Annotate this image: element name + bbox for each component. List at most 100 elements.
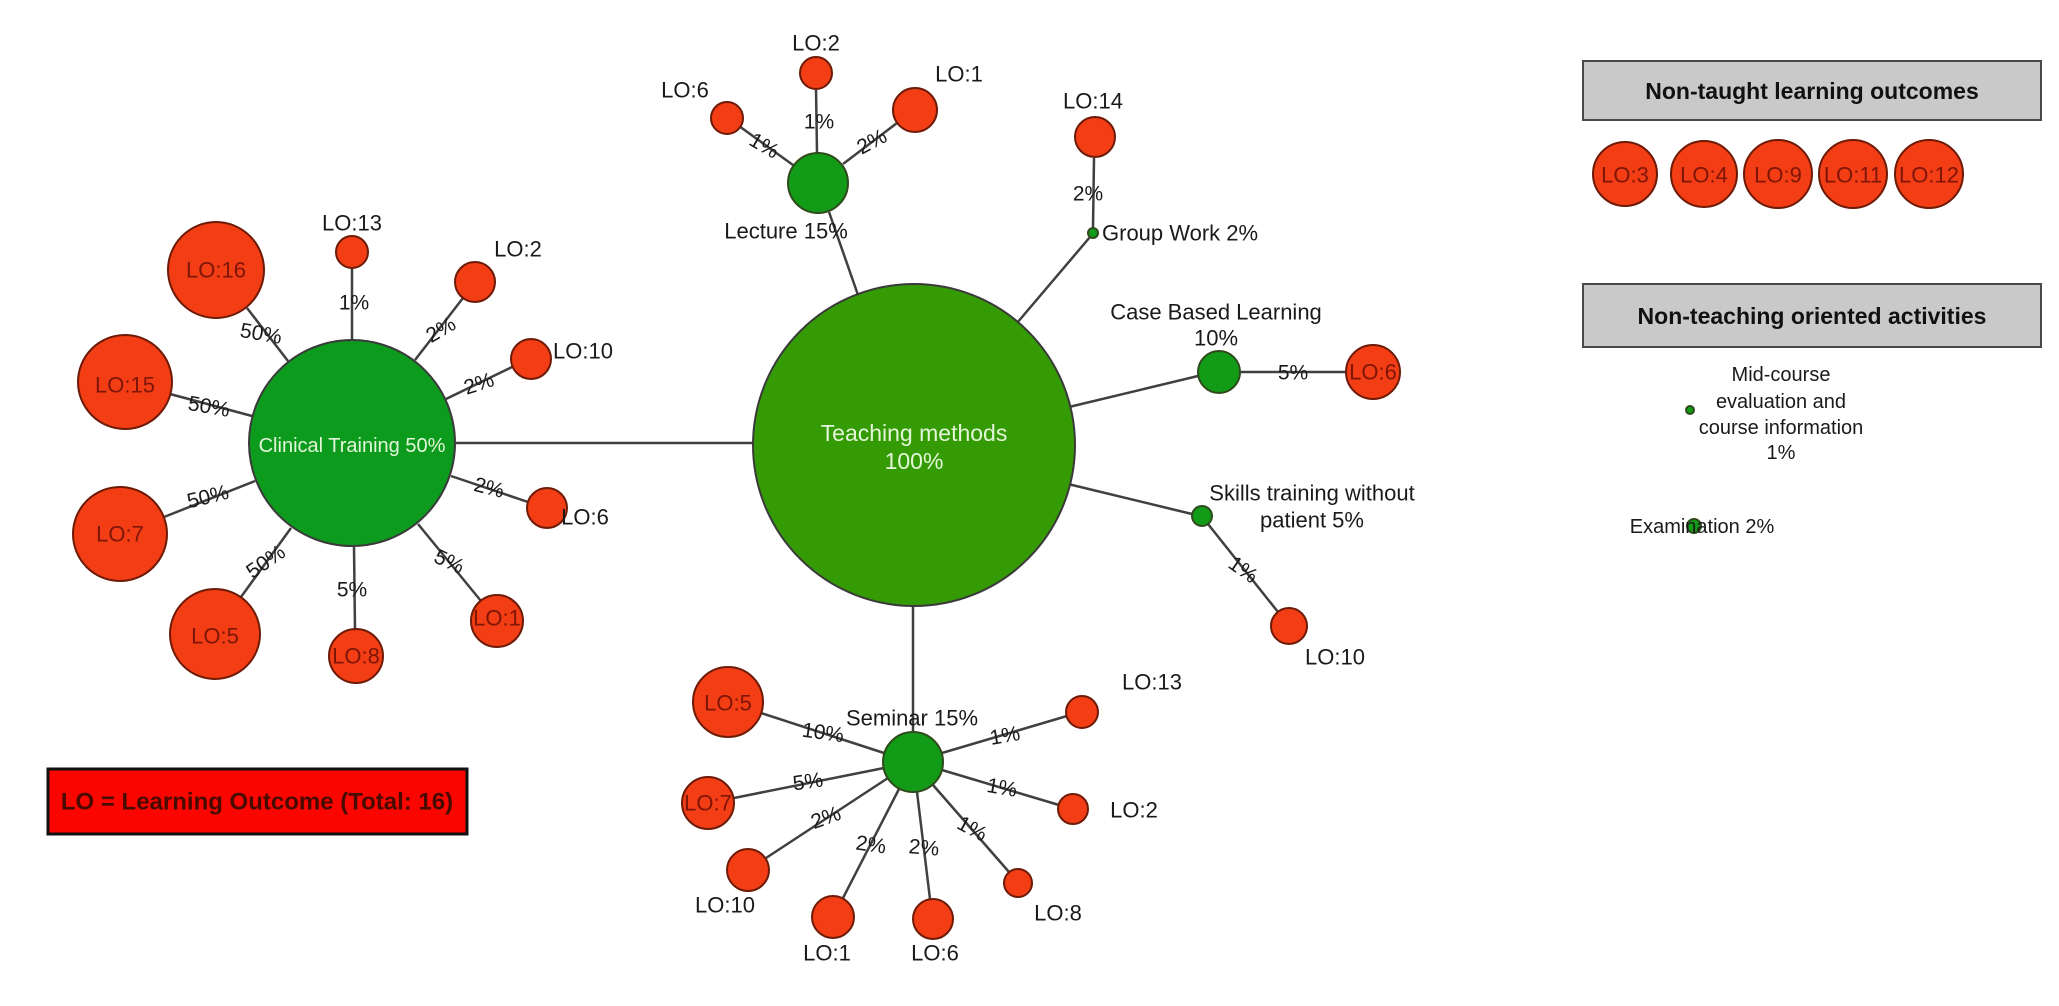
- seminar-lo6-node: [912, 898, 954, 940]
- edge-seminar-lo5: [760, 711, 885, 755]
- edge-seminar-lo7: [733, 766, 885, 800]
- edge-clinical-lo8: [352, 546, 357, 631]
- clinical-lo5-pct: 50%: [242, 541, 290, 584]
- examination-dot: [1686, 518, 1702, 534]
- clinical-training-label: Clinical Training 50%: [259, 435, 446, 457]
- clinical-lo7-label: LO:7: [96, 522, 144, 547]
- edges: [163, 87, 1346, 900]
- seminar-lo6-label: LO:6: [911, 941, 959, 966]
- clinical-lo15-node: [77, 334, 173, 430]
- green-nodes: [248, 152, 1241, 793]
- clinical-lo1-node: [470, 594, 524, 648]
- skills-lo10-label: LO:10: [1305, 645, 1365, 670]
- non-taught-panel: Non-taught learning outcomes LO:3 LO:4 L…: [1582, 60, 2042, 209]
- edge-teaching-groupwork: [1016, 236, 1091, 324]
- non-taught-lo9-node: [1743, 139, 1813, 209]
- cbl-lo6-pct: 5%: [1278, 362, 1308, 385]
- groupwork-lo14-label: LO:14: [1063, 89, 1123, 114]
- clinical-lo10-label: LO:10: [553, 339, 613, 364]
- clinical-lo10-node: [510, 338, 552, 380]
- skills-label-line2: patient 5%: [1260, 508, 1364, 533]
- teaching-methods-label-line1: Teaching methods: [821, 420, 1008, 446]
- midcourse-label-line4: 1%: [1767, 442, 1796, 464]
- non-taught-lo4-label: LO:4: [1680, 163, 1728, 188]
- clinical-lo1-pct: 5%: [430, 545, 467, 579]
- non-teaching-panel: Non-teaching oriented activities Mid-cou…: [1582, 283, 2042, 538]
- midcourse-label-line1: Mid-course: [1732, 364, 1831, 386]
- legend-label: LO = Learning Outcome (Total: 16): [61, 789, 453, 816]
- lo-nodes: [72, 56, 1401, 940]
- clinical-lo5-node: [169, 588, 261, 680]
- non-taught-header-box: [1582, 60, 2042, 121]
- cbl-lo6-label: LO:6: [1349, 360, 1397, 385]
- groupwork-lo14-pct: 2%: [1073, 183, 1103, 206]
- non-teaching-header-box: [1582, 283, 2042, 348]
- non-taught-lo4-node: [1670, 140, 1738, 208]
- clinical-lo6-pct: 2%: [471, 473, 506, 503]
- seminar-lo1-node: [811, 895, 855, 939]
- seminar-lo2-label: LO:2: [1110, 798, 1158, 823]
- lecture-lo6-label: LO:6: [661, 78, 709, 103]
- group-work-label: Group Work 2%: [1102, 221, 1258, 246]
- skills-lo10-node: [1270, 607, 1308, 645]
- seminar-lo1-label: LO:1: [803, 941, 851, 966]
- lecture-lo1-label: LO:1: [935, 62, 983, 87]
- seminar-lo10-pct: 2%: [808, 802, 844, 834]
- seminar-lo10-node: [726, 848, 770, 892]
- seminar-lo2-node: [1057, 793, 1089, 825]
- seminar-lo8-label: LO:8: [1034, 901, 1082, 926]
- lecture-node: [787, 152, 849, 214]
- skills-lo10-pct: 1%: [1224, 552, 1262, 588]
- seminar-node: [882, 731, 944, 793]
- edge-seminar-lo8: [932, 784, 1010, 873]
- seminar-lo5-label: LO:5: [704, 691, 752, 716]
- clinical-lo7-pct: 50%: [185, 481, 231, 513]
- clinical-lo10-pct: 2%: [461, 368, 497, 399]
- seminar-lo6-pct: 2%: [908, 835, 940, 861]
- skills-training-node: [1191, 505, 1213, 527]
- legend: LO = Learning Outcome (Total: 16): [46, 767, 469, 836]
- clinical-lo7-node: [72, 486, 168, 582]
- edge-seminar-lo2: [941, 768, 1060, 807]
- clinical-lo13-node: [335, 235, 369, 269]
- non-taught-lo11-label: LO:11: [1824, 163, 1882, 188]
- clinical-lo8-label: LO:8: [332, 644, 380, 669]
- lecture-lo1-node: [892, 87, 938, 133]
- edge-lecture-lo1: [842, 122, 898, 165]
- seminar-lo13-label: LO:13: [1122, 670, 1182, 695]
- cbl-label: Case Based Learning: [1110, 300, 1322, 325]
- clinical-lo15-label: LO:15: [95, 373, 155, 398]
- seminar-lo7-pct: 5%: [791, 768, 824, 795]
- clinical-lo16-label: LO:16: [186, 258, 246, 283]
- lecture-lo2-label: LO:2: [792, 31, 840, 56]
- skills-label-line1: Skills training without: [1209, 481, 1414, 506]
- edge-teaching-skills: [1067, 482, 1193, 516]
- clinical-training-node: [248, 339, 456, 547]
- edge-skills-lo10: [1207, 523, 1279, 613]
- edge-lecture-lo6: [738, 124, 794, 167]
- groupwork-lo14-node: [1074, 116, 1116, 158]
- seminar-lo8-pct: 1%: [953, 812, 991, 847]
- clinical-lo16-node: [167, 221, 265, 319]
- edge-seminar-lo1: [841, 788, 901, 899]
- edge-teaching-lecture: [827, 211, 860, 296]
- clinical-lo13-pct: 1%: [339, 292, 369, 315]
- edge-groupwork-lo14: [1091, 157, 1096, 229]
- midcourse-dot: [1685, 405, 1695, 415]
- lecture-lo2-pct: 1%: [804, 111, 834, 134]
- edge-clinical-lo10: [445, 365, 513, 401]
- lecture-label: Lecture 15%: [724, 219, 848, 244]
- edge-seminar-lo13: [941, 714, 1068, 755]
- edge-clinical-lo2: [414, 297, 464, 361]
- seminar-lo7-node: [681, 776, 735, 830]
- seminar-lo5-node: [692, 666, 764, 738]
- non-taught-header-title: Non-taught learning outcomes: [1645, 78, 1979, 104]
- teaching-methods-node: [752, 283, 1076, 607]
- legend-box: [46, 767, 469, 836]
- seminar-lo7-label: LO:7: [684, 791, 732, 816]
- edge-lecture-lo2: [814, 87, 819, 154]
- edge-clinical-lo7: [163, 479, 256, 519]
- clinical-lo6-node: [526, 487, 568, 529]
- cbl-pct-label: 10%: [1194, 326, 1238, 351]
- edge-clinical-lo5: [239, 527, 293, 598]
